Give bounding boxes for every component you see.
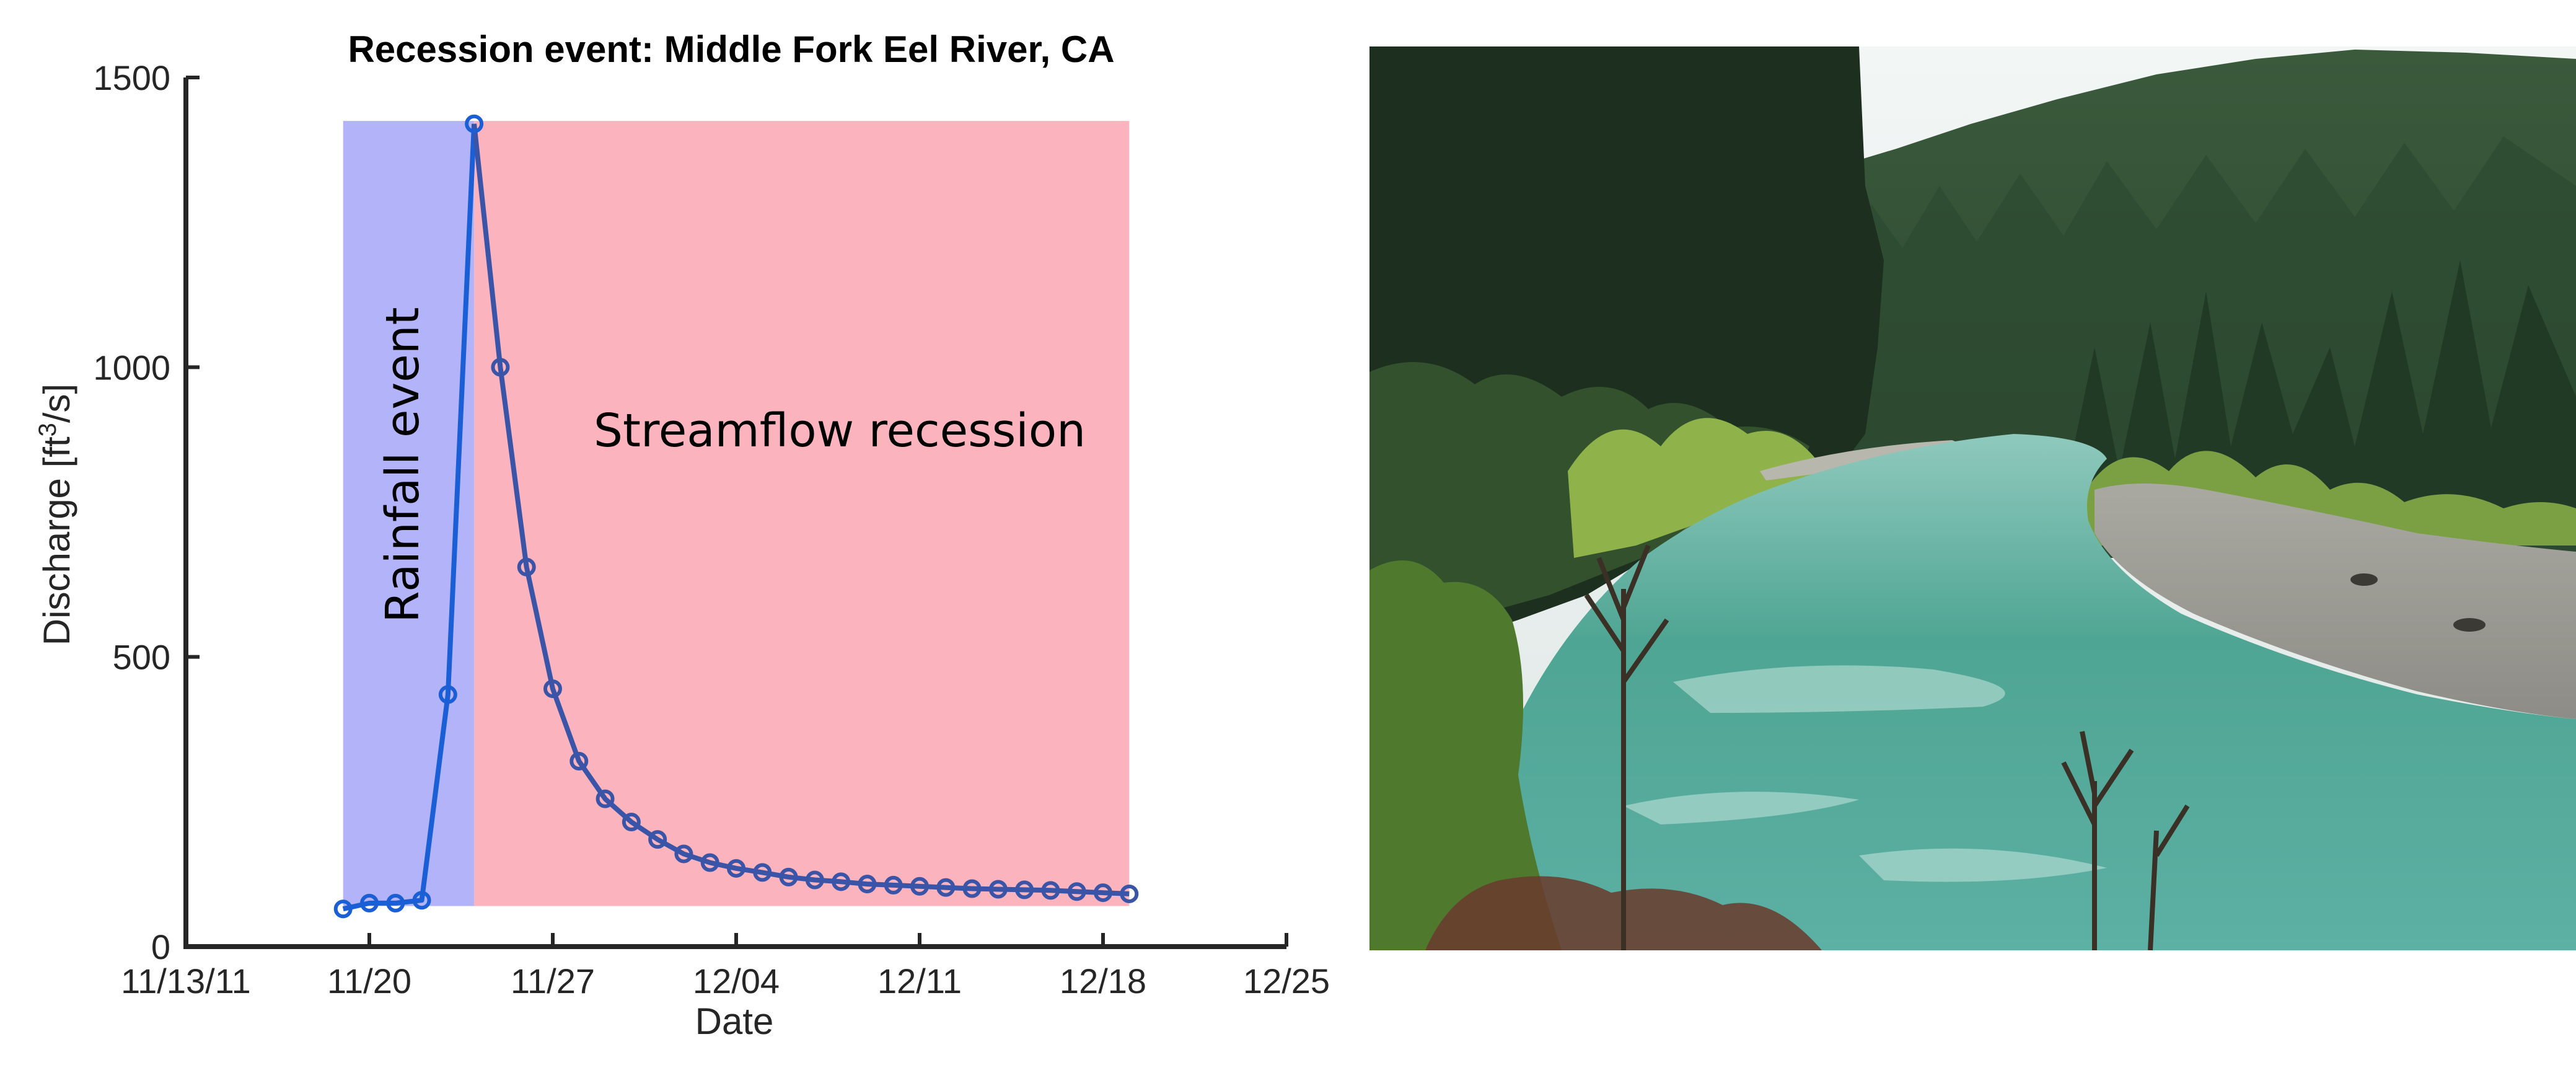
foreground-vegetation — [1369, 560, 1562, 950]
data-point — [1120, 884, 1139, 903]
data-point — [596, 789, 615, 808]
data-point — [910, 877, 929, 896]
rainfall-region — [343, 121, 475, 906]
rock — [2350, 573, 2378, 586]
y-ticks: 0 500 1000 1500 — [93, 58, 200, 966]
data-point — [1041, 881, 1060, 900]
shaded-regions — [343, 121, 1130, 906]
y-tick-label: 0 — [151, 927, 170, 966]
rise-line — [342, 123, 477, 912]
data-point — [360, 893, 379, 913]
recession-region — [474, 121, 1130, 906]
x-ticks: 11/13/11 11/20 11/27 12/04 12/11 12/18 12/25 — [121, 933, 1330, 1001]
x-tick-label: 12/11 — [877, 961, 962, 1001]
data-point — [674, 844, 693, 864]
data-point — [727, 859, 745, 878]
x-tick-label: 12/25 — [1243, 961, 1330, 1001]
left-bank-shrubs — [1568, 418, 1816, 558]
data-point — [465, 114, 484, 133]
data-point — [412, 891, 431, 910]
data-point — [962, 879, 982, 898]
data-point — [438, 685, 457, 704]
x-tick-label: 11/13/11 — [121, 961, 251, 1001]
y-axis-label: Discharge [ft3/s] — [34, 384, 77, 645]
data-point — [1015, 880, 1034, 899]
data-point — [832, 872, 851, 891]
water-highlights — [1624, 665, 2107, 882]
x-tick-label: 11/27 — [511, 961, 595, 1001]
rock — [2453, 618, 2486, 632]
x-tick-label: 11/20 — [327, 961, 411, 1001]
data-point — [884, 875, 903, 895]
data-point — [1094, 883, 1112, 903]
chart: Rainfall event Streamflow recession 0 500… — [34, 29, 1330, 1042]
data-point — [543, 679, 562, 699]
x-axis-label: Date — [695, 1001, 774, 1042]
data-point — [622, 813, 641, 832]
y-tick-label: 1000 — [93, 348, 170, 387]
data-point — [936, 878, 956, 897]
y-tick-label: 500 — [113, 638, 170, 677]
data-point — [700, 853, 719, 872]
y-tick-label: 1500 — [93, 58, 170, 97]
discharge-series — [333, 114, 1139, 919]
river-photo — [1369, 46, 2576, 950]
data-point — [779, 867, 798, 886]
data-point — [517, 557, 536, 577]
data-point — [569, 751, 589, 771]
data-point — [753, 863, 772, 882]
data-point — [988, 880, 1008, 899]
data-point — [858, 875, 877, 894]
data-point — [491, 358, 510, 377]
data-point — [648, 830, 667, 849]
x-tick-label: 12/04 — [693, 961, 780, 1001]
streamflow-recession-label: Streamflow recession — [594, 404, 1086, 457]
river-water — [1495, 434, 2576, 950]
chart-title: Recession event: Middle Fork Eel River, … — [348, 29, 1114, 70]
x-tick-label: 12/18 — [1060, 961, 1146, 1001]
data-point — [805, 870, 824, 890]
right-gravel-bar — [2095, 484, 2576, 719]
data-point — [1067, 882, 1086, 901]
bare-trees — [1584, 544, 2190, 950]
data-point — [386, 893, 405, 913]
rainfall-event-label: Rainfall event — [376, 307, 429, 622]
data-point — [333, 899, 353, 919]
